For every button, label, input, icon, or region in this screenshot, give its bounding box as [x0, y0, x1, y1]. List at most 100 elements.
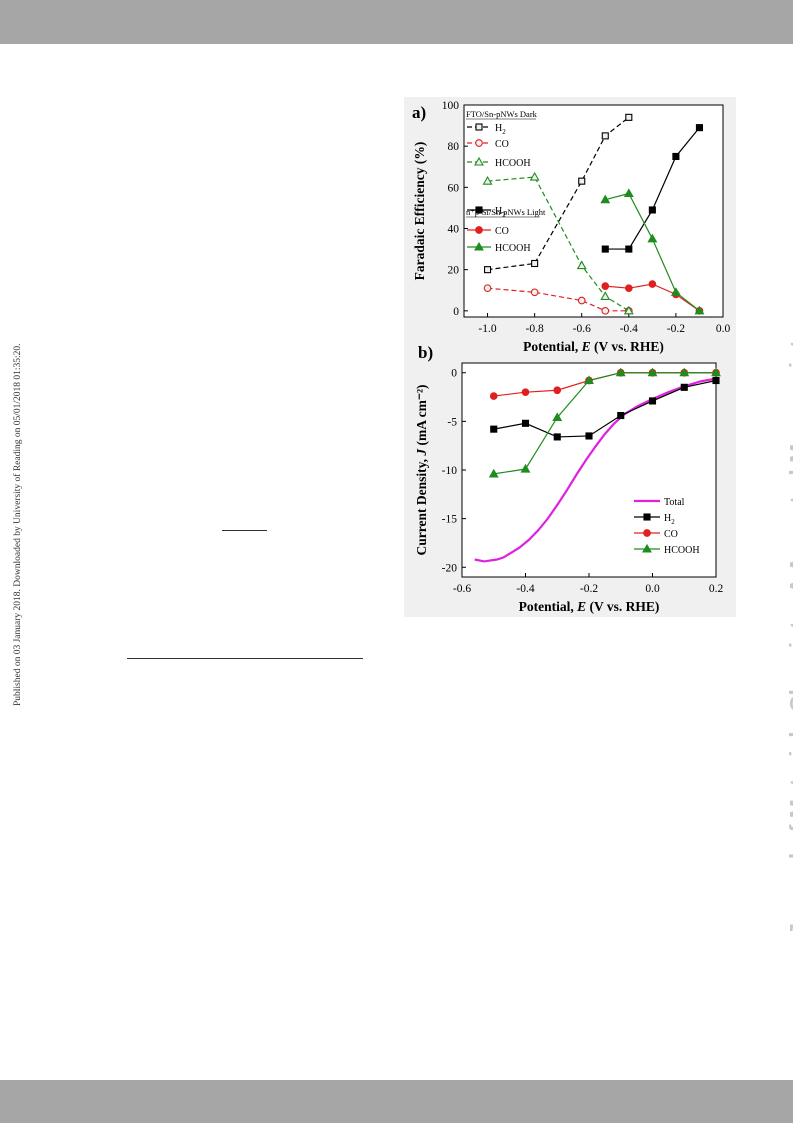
legend-hcooh-swatch-marker — [474, 156, 484, 166]
panel-label: a) — [412, 103, 426, 122]
series-light-h2-point — [648, 206, 656, 214]
series-dark-hcooh-point — [600, 291, 611, 300]
y-tick-label: 100 — [442, 100, 460, 112]
legend-hcooh-label: HCOOH — [495, 158, 531, 169]
series-light-co-point — [648, 280, 657, 288]
series-hcooh-point — [488, 468, 499, 478]
y-tick-label: 0 — [451, 368, 457, 380]
legend-b: Total H2 CO HCOOH — [634, 497, 700, 556]
series-dark-h2-point — [625, 113, 633, 121]
panel-a: -1.0 -0.8 -0.6 -0.4 -0.2 0.0 0 20 40 60 80 100 a) Pot… — [412, 100, 730, 354]
y-tick-label: 0 — [453, 306, 459, 318]
x-tick-label: 0.0 — [716, 323, 731, 335]
x-tick-label: 0.2 — [709, 583, 724, 595]
y-axis-title: Current Density, J (mA cm⁻²) — [414, 384, 429, 555]
figure: -1.0 -0.8 -0.6 -0.4 -0.2 0.0 0 20 40 60 80 100 a) Pot… — [404, 97, 736, 617]
series-h2-point — [680, 383, 688, 391]
y-tick-label: -15 — [442, 514, 458, 526]
legend-hcooh-swatch-marker — [474, 241, 484, 251]
series-h2-point — [553, 433, 561, 441]
series-light-co-point — [601, 282, 610, 290]
y-axis-title: Faradaic Efficiency (%) — [412, 142, 427, 281]
legend-group2-title: n⁺p-Si/Sn-pNWs Light — [466, 207, 546, 217]
series-hcooh-line — [493, 372, 716, 475]
legend-hcooh-label: HCOOH — [495, 243, 531, 254]
series-dark-hcooh-point — [623, 305, 634, 315]
legend-h2-label: H2 — [495, 123, 506, 136]
x-axis-title: Potential, E (V vs. RHE) — [523, 339, 664, 354]
divider-long — [127, 658, 363, 659]
series-light-hcooh-point — [694, 305, 705, 315]
series-light-co-point — [624, 284, 633, 293]
series-h2-point — [521, 419, 530, 427]
header-band — [0, 0, 793, 44]
series-co-point — [489, 392, 498, 400]
series-hcooh-point — [679, 367, 690, 377]
x-tick-label: -0.4 — [620, 323, 638, 335]
x-tick-label: -1.0 — [478, 323, 496, 335]
legend-h2-swatch-marker — [643, 513, 651, 521]
legend-h2-label: H2 — [495, 206, 506, 219]
series-h2-point — [617, 411, 625, 420]
publication-note: Published on 03 January 2018. Downloaded… — [13, 343, 23, 706]
legend-h2-swatch-marker — [475, 206, 483, 214]
legend-h2-swatch-marker — [475, 123, 483, 131]
legend-co-swatch-marker — [475, 226, 483, 234]
series-light-h2-point — [625, 245, 633, 253]
series-h2-point — [712, 376, 720, 385]
series-dark-hcooh-point — [576, 260, 587, 270]
series-co-point — [553, 386, 562, 395]
y-tick-label: 60 — [448, 182, 460, 194]
x-tick-label: -0.4 — [516, 583, 534, 595]
series-dark-co-point — [577, 296, 586, 305]
y-tick-label: 80 — [448, 141, 460, 153]
y-tick-label: 20 — [448, 265, 460, 277]
series-hcooh-point — [520, 463, 531, 473]
plot-frame — [463, 104, 724, 318]
y-tick-label: -5 — [447, 416, 457, 428]
series-light-hcooh-point — [647, 233, 658, 243]
legend-co-label: CO — [495, 226, 509, 237]
series-dark-hcooh-point — [529, 171, 540, 181]
series-dark-co-line — [487, 287, 629, 312]
series-dark-h2-point — [531, 259, 539, 268]
x-tick-label: -0.2 — [580, 583, 598, 595]
series-h2-line — [493, 379, 717, 438]
series-hcooh-point — [552, 412, 563, 422]
series-dark-h2-point — [578, 177, 586, 185]
series-dark-h2-line — [487, 116, 630, 271]
series-dark-co-point — [601, 306, 610, 315]
divider-short — [222, 530, 267, 531]
legend-group1-title: FTO/Sn-pNWs Dark — [466, 109, 538, 119]
series-hcooh-point — [615, 367, 626, 377]
series-h2-point — [490, 425, 498, 433]
panel-b: -0.6 -0.4 -0.2 0.0 0.2 0 -5 -10 -15 -20 b) Potentia… — [414, 343, 723, 614]
series-light-h2-point — [672, 152, 680, 161]
series-light-h2-point — [695, 124, 704, 132]
series-dark-hcooh-point — [482, 176, 493, 185]
legend-hcooh-swatch-marker — [642, 543, 652, 553]
series-h2-point — [648, 397, 657, 405]
x-tick-label: -0.8 — [526, 323, 544, 335]
series-dark-co-point — [483, 284, 492, 293]
series-h2-point — [585, 432, 593, 440]
y-tick-label: -10 — [442, 465, 458, 477]
footer-band — [0, 1080, 793, 1123]
legend-total-label: Total — [664, 497, 685, 508]
y-tick-label: 40 — [448, 223, 460, 235]
y-tick-label: -20 — [442, 562, 458, 574]
series-hcooh-point — [647, 367, 658, 377]
series-hcooh-point — [584, 375, 594, 385]
legend-co-swatch-marker — [643, 529, 651, 537]
legend-hcooh-label: HCOOH — [664, 545, 700, 556]
legend-h2-label: H2 — [664, 513, 675, 526]
x-tick-label: 0.0 — [645, 583, 660, 595]
series-dark-co-point — [530, 288, 539, 297]
x-tick-label: -0.2 — [667, 323, 685, 335]
x-tick-label: -0.6 — [453, 583, 471, 595]
series-dark-h2-point — [483, 266, 492, 274]
series-light-hcooh-point — [600, 194, 611, 204]
legend-co-label: CO — [664, 529, 678, 540]
journal-watermark: Journal of Materials Chemistry A Accepte… — [785, 340, 793, 936]
